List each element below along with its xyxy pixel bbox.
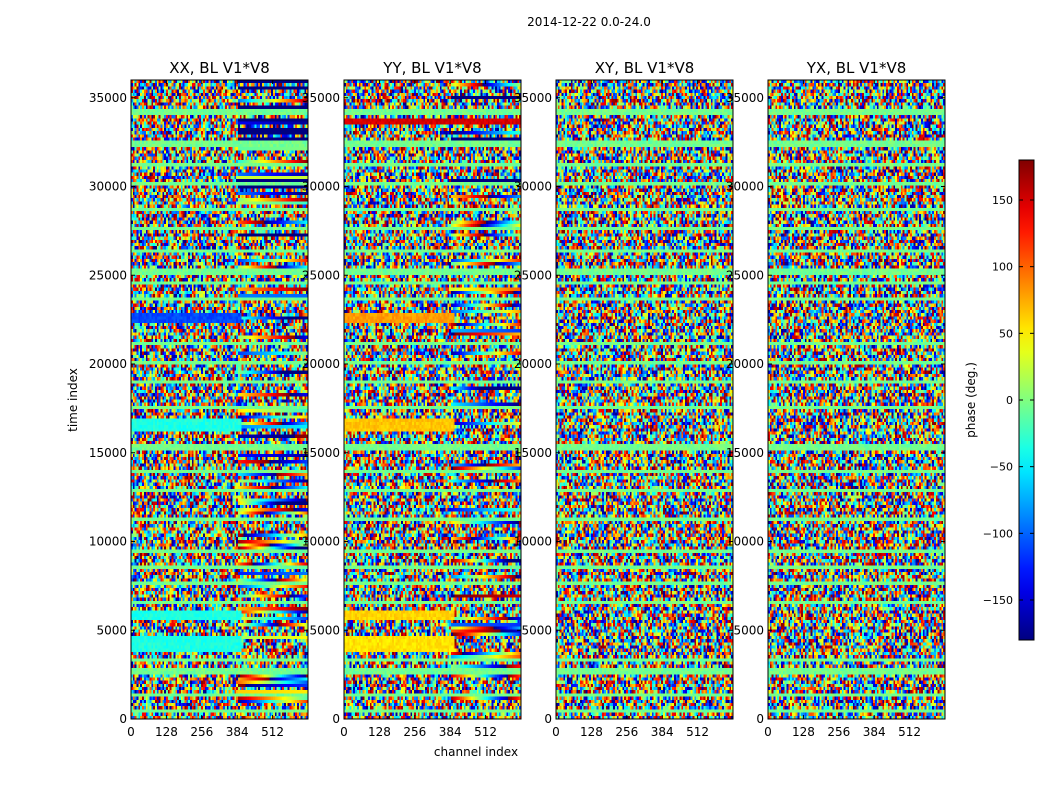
- y-tick-label: 35000: [89, 91, 127, 105]
- heatmap-image-yx: [768, 80, 945, 719]
- y-tick-label: 30000: [726, 180, 764, 194]
- x-tick-label: 384: [226, 725, 249, 739]
- x-tick-label: 0: [127, 725, 135, 739]
- y-tick-label: 10000: [726, 535, 764, 549]
- y-tick-label: 30000: [514, 180, 552, 194]
- panel-title: YX, BL V1*V8: [806, 59, 907, 77]
- heatmap-image-yy: [344, 80, 521, 719]
- y-tick-label: 35000: [302, 91, 340, 105]
- x-tick-label: 256: [827, 725, 850, 739]
- y-tick-label: 20000: [89, 357, 127, 371]
- y-axis-label: time index: [66, 368, 80, 432]
- x-tick-label: 512: [474, 725, 497, 739]
- y-tick-label: 35000: [514, 91, 552, 105]
- y-tick-label: 10000: [514, 535, 552, 549]
- colorbar: −150 −100 −50 0 50 100 150: [983, 159, 1035, 641]
- colorbar-tick-label: 0: [1006, 394, 1013, 407]
- y-tick-label: 10000: [302, 535, 340, 549]
- y-tick-label: 15000: [514, 446, 552, 460]
- heatmap-panels: XX, BL V1*V8 0 128 256 384 512 0 5000 10000 15000…: [89, 59, 946, 739]
- panel-frame: [343, 79, 522, 720]
- y-tick-label: 0: [544, 712, 552, 726]
- y-tick-label: 15000: [726, 446, 764, 460]
- panel-title: XX, BL V1*V8: [169, 59, 270, 77]
- x-tick-label: 256: [190, 725, 213, 739]
- x-tick-label: 128: [155, 725, 178, 739]
- y-tick-label: 5000: [733, 623, 764, 637]
- panel-xx: XX, BL V1*V8 0 128 256 384 512 0 5000 10000 15000…: [89, 59, 309, 739]
- x-axis-label: channel index: [434, 745, 518, 759]
- y-tick-label: 5000: [309, 623, 340, 637]
- panel-frame: [767, 79, 946, 720]
- x-tick-label: 128: [368, 725, 391, 739]
- y-tick-label: 20000: [514, 357, 552, 371]
- x-tick-label: 512: [261, 725, 284, 739]
- colorbar-label: phase (deg.): [964, 362, 978, 438]
- x-tick-label: 384: [439, 725, 462, 739]
- y-tick-label: 20000: [302, 357, 340, 371]
- y-tick-label: 25000: [89, 268, 127, 282]
- y-tick-label: 25000: [726, 268, 764, 282]
- y-tick-label: 25000: [302, 268, 340, 282]
- panel-yx: YX, BL V1*V8 0 128 256 384 512 0 5000 10000 15000…: [726, 59, 946, 739]
- x-tick-label: 256: [615, 725, 638, 739]
- y-tick-label: 10000: [89, 535, 127, 549]
- panel-frame: [555, 79, 734, 720]
- y-tick-label: 0: [119, 712, 127, 726]
- colorbar-tick-label: 50: [999, 327, 1013, 340]
- heatmap-image-xy: [556, 80, 733, 719]
- y-tick-label: 35000: [726, 91, 764, 105]
- x-tick-label: 0: [764, 725, 772, 739]
- x-tick-label: 512: [686, 725, 709, 739]
- y-tick-label: 15000: [89, 446, 127, 460]
- y-tick-label: 5000: [96, 623, 127, 637]
- x-tick-label: 0: [552, 725, 560, 739]
- colorbar-tick-label: −150: [983, 594, 1013, 607]
- x-tick-label: 512: [898, 725, 921, 739]
- x-tick-label: 0: [340, 725, 348, 739]
- x-tick-label: 128: [792, 725, 815, 739]
- y-tick-label: 0: [332, 712, 340, 726]
- colorbar-tick-label: −50: [990, 461, 1013, 474]
- y-tick-label: 5000: [521, 623, 552, 637]
- colorbar-tick-label: −100: [983, 527, 1013, 540]
- x-tick-label: 384: [651, 725, 674, 739]
- y-tick-label: 20000: [726, 357, 764, 371]
- y-tick-label: 30000: [89, 180, 127, 194]
- colorbar-tick-label: 150: [992, 194, 1013, 207]
- x-tick-label: 128: [580, 725, 603, 739]
- colorbar-tick-label: 100: [992, 261, 1013, 274]
- y-tick-label: 0: [756, 712, 764, 726]
- y-tick-label: 30000: [302, 180, 340, 194]
- panel-yy: YY, BL V1*V8 0 128 256 384 512 0 5000 10000 15000…: [302, 59, 522, 739]
- panel-title: YY, BL V1*V8: [382, 59, 481, 77]
- panel-frame: [130, 79, 309, 720]
- x-tick-label: 384: [863, 725, 886, 739]
- y-tick-label: 25000: [514, 268, 552, 282]
- panel-title: XY, BL V1*V8: [595, 59, 695, 77]
- figure-title: 2014-12-22 0.0-24.0: [527, 15, 651, 29]
- y-tick-label: 15000: [302, 446, 340, 460]
- panel-xy: XY, BL V1*V8 0 128 256 384 512 0 5000 10000 15000…: [514, 59, 734, 739]
- x-tick-label: 256: [403, 725, 426, 739]
- heatmap-image-xx: [131, 80, 308, 719]
